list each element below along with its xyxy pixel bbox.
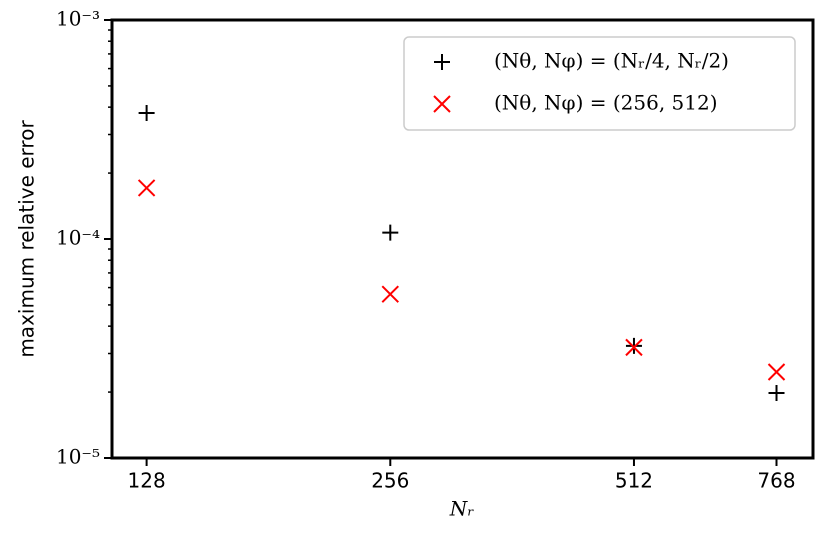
legend: (Nθ, Nφ) = (Nᵣ/4, Nᵣ/2) (Nθ, Nφ) = (256, … <box>403 36 796 131</box>
marker <box>381 285 399 303</box>
marker <box>625 337 642 354</box>
marker <box>138 105 155 122</box>
y-tick-label: 10⁻³ <box>56 7 100 31</box>
x-tick-label: 512 <box>615 469 653 493</box>
marker <box>625 338 643 357</box>
marker <box>382 224 399 241</box>
x-axis-label: Nᵣ <box>449 497 475 521</box>
plot-frame <box>110 18 815 460</box>
x-tick-label: 256 <box>371 469 409 493</box>
y-axis-label: maximum relative error <box>15 120 39 358</box>
legend-marker <box>434 54 450 70</box>
marker <box>768 385 785 402</box>
y-tick-label: 10⁻⁵ <box>56 445 100 469</box>
marker <box>767 363 786 381</box>
legend-label: (Nθ, Nφ) = (Nᵣ/4, Nᵣ/2) <box>494 49 729 73</box>
marker <box>137 179 156 197</box>
legend-marker <box>433 95 451 113</box>
y-tick-label: 10⁻⁴ <box>56 226 100 250</box>
legend-box <box>403 36 796 131</box>
legend-label: (Nθ, Nφ) = (256, 512) <box>494 91 718 115</box>
x-tick-label: 768 <box>757 469 795 493</box>
x-tick-label: 128 <box>128 469 166 493</box>
